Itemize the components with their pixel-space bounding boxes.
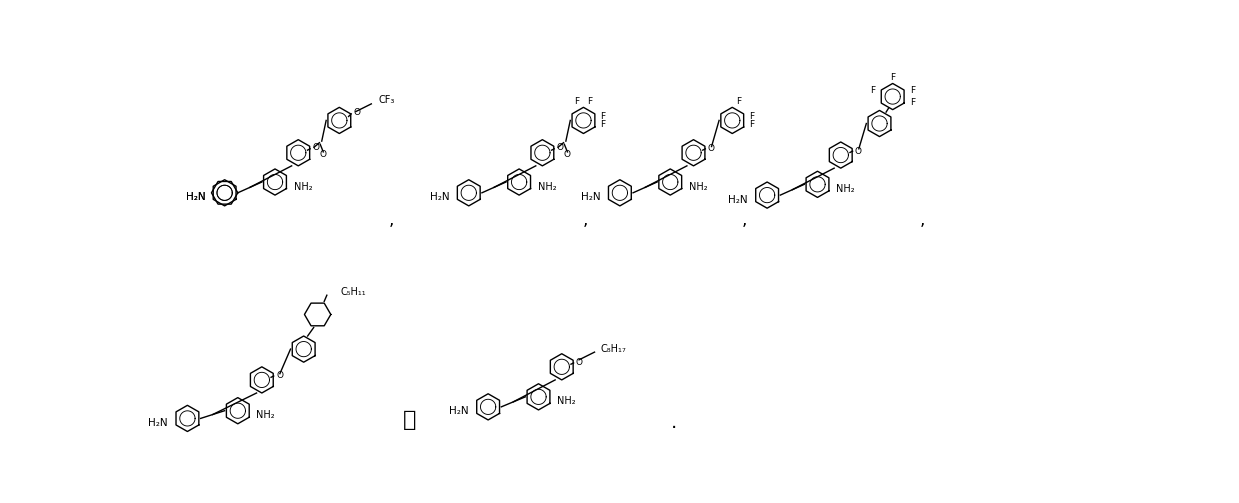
Text: ,: , bbox=[389, 211, 394, 229]
Text: F: F bbox=[890, 73, 896, 82]
Text: NH₂: NH₂ bbox=[538, 182, 556, 192]
Text: O: O bbox=[707, 144, 715, 153]
Text: H₂N: H₂N bbox=[581, 193, 601, 202]
Text: F: F bbox=[750, 120, 755, 129]
Text: O: O bbox=[276, 372, 282, 380]
Text: C₅H₁₁: C₅H₁₁ bbox=[339, 287, 366, 297]
Text: NH₂: NH₂ bbox=[836, 184, 855, 194]
Text: F: F bbox=[871, 86, 876, 95]
Text: H₂N: H₂N bbox=[186, 193, 206, 202]
Text: F: F bbox=[909, 86, 914, 95]
Text: O: O bbox=[855, 147, 862, 155]
Text: F: F bbox=[575, 98, 580, 107]
Text: H₂N: H₂N bbox=[430, 193, 450, 202]
Text: F: F bbox=[750, 112, 755, 121]
Text: NH₂: NH₂ bbox=[689, 182, 707, 192]
Text: NH₂: NH₂ bbox=[294, 182, 312, 192]
Text: O: O bbox=[312, 143, 320, 152]
Text: H₂N: H₂N bbox=[729, 195, 748, 205]
Text: CF₃: CF₃ bbox=[378, 95, 395, 105]
Text: ,: , bbox=[582, 211, 587, 229]
Text: H₂N: H₂N bbox=[149, 418, 169, 428]
Text: O: O bbox=[564, 150, 571, 159]
Text: ,: , bbox=[741, 211, 747, 229]
Text: NH₂: NH₂ bbox=[256, 410, 275, 421]
Text: F: F bbox=[909, 98, 914, 107]
Text: F: F bbox=[601, 112, 606, 121]
Text: O: O bbox=[353, 108, 361, 117]
Text: H₂N: H₂N bbox=[449, 406, 468, 416]
Text: F: F bbox=[736, 98, 741, 107]
Text: NH₂: NH₂ bbox=[558, 396, 576, 406]
Text: O: O bbox=[576, 358, 582, 367]
Text: O: O bbox=[320, 150, 327, 159]
Text: F: F bbox=[601, 120, 606, 129]
Text: O: O bbox=[556, 143, 564, 152]
Text: 和: 和 bbox=[403, 409, 416, 431]
Text: H₂N: H₂N bbox=[186, 193, 206, 202]
Text: F: F bbox=[587, 98, 592, 107]
Text: ,: , bbox=[919, 211, 924, 229]
Text: ·: · bbox=[672, 419, 678, 438]
Text: C₈H₁₇: C₈H₁₇ bbox=[601, 344, 627, 354]
